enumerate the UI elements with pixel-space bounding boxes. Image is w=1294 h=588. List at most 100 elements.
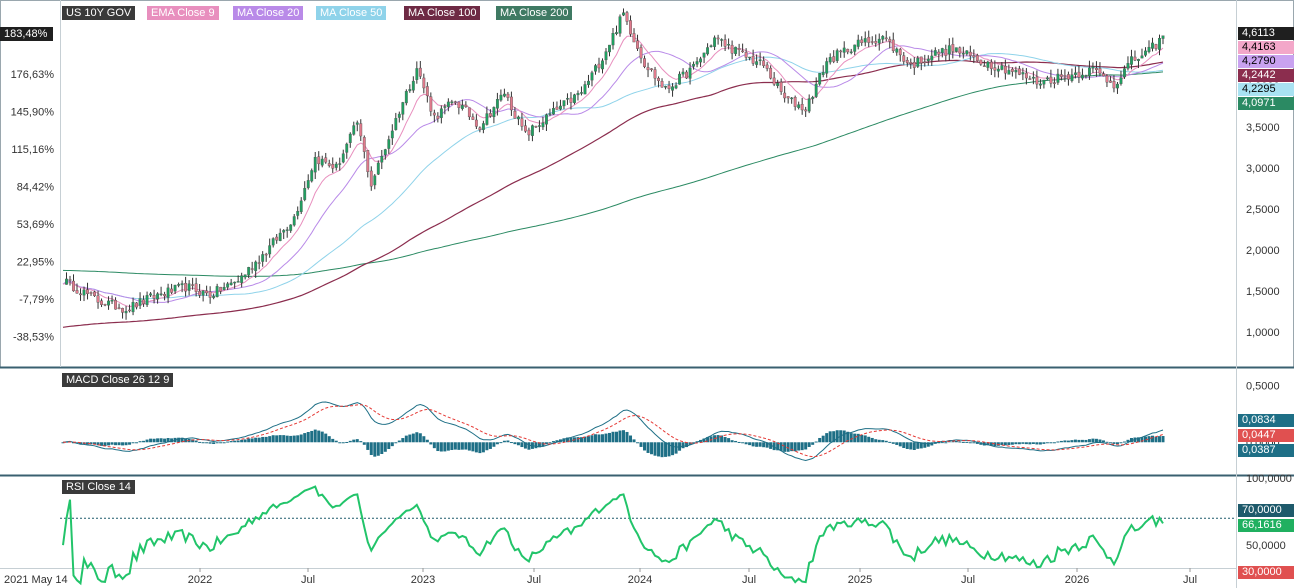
- price-axis-label: 3,5000: [1246, 122, 1280, 134]
- candle: [632, 33, 636, 43]
- candle: [366, 150, 370, 172]
- candle: [842, 47, 846, 53]
- candle: [625, 12, 629, 22]
- candle: [271, 238, 275, 246]
- macd-histogram-bar: [860, 434, 864, 443]
- candle: [75, 290, 79, 294]
- rsi-plot[interactable]: [60, 485, 1236, 586]
- macd-histogram-bar: [951, 441, 955, 443]
- time-axis-label: Jul: [301, 574, 315, 586]
- legend-ma50[interactable]: MA Close 50: [316, 6, 387, 20]
- legend-ma200[interactable]: MA Close 200: [496, 6, 573, 20]
- candle: [996, 68, 1000, 72]
- legend-ma20[interactable]: MA Close 20: [233, 6, 304, 20]
- candle: [471, 116, 475, 120]
- macd-histogram-bar: [467, 442, 471, 451]
- macd-histogram-bar: [821, 435, 825, 443]
- candle: [916, 57, 920, 67]
- candle: [495, 99, 499, 109]
- macd-histogram-bar: [191, 439, 195, 443]
- candle: [229, 282, 233, 286]
- ma200-tag: 4,0971: [1238, 97, 1294, 110]
- legend-ema9[interactable]: EMA Close 9: [147, 6, 219, 20]
- rsi-axis-label: 50,0000: [1246, 540, 1286, 552]
- macd-histogram-bar: [926, 442, 930, 447]
- candle: [317, 156, 321, 165]
- candle: [103, 303, 107, 306]
- candle: [114, 300, 117, 310]
- candle: [909, 62, 913, 64]
- candle: [594, 65, 597, 72]
- macd-histogram-bar: [180, 437, 184, 443]
- candle: [348, 133, 352, 143]
- macd-histogram-bar: [516, 442, 520, 446]
- macd-histogram-bar: [264, 436, 268, 443]
- legend-rsi[interactable]: RSI Close 14: [62, 480, 135, 494]
- macd-histogram-bar: [604, 433, 608, 443]
- macd-histogram-bar: [215, 442, 219, 444]
- percent-axis-label: 84,42%: [17, 182, 55, 194]
- legend-symbol[interactable]: US 10Y GOV: [62, 6, 136, 20]
- macd-histogram-bar: [254, 437, 258, 443]
- candle: [198, 291, 202, 296]
- candle: [1010, 69, 1014, 72]
- candle: [187, 283, 191, 291]
- candles[interactable]: [65, 8, 1165, 320]
- macd-histogram-bar: [96, 442, 100, 446]
- macd-histogram-bar: [895, 442, 899, 445]
- macd-histogram-bar: [149, 438, 153, 443]
- candle: [940, 48, 944, 54]
- macd-histogram-bar: [629, 435, 633, 443]
- candle: [289, 224, 293, 231]
- legend-macd[interactable]: MACD Close 26 12 9: [62, 373, 174, 387]
- candle: [100, 300, 103, 305]
- candle: [205, 290, 209, 294]
- candle: [208, 291, 212, 298]
- macd-histogram-bar: [429, 442, 433, 445]
- macd-histogram-bar: [324, 433, 328, 443]
- candle: [201, 290, 205, 296]
- candle: [664, 86, 667, 88]
- candle: [629, 20, 632, 35]
- candle: [79, 293, 82, 296]
- candle: [1059, 74, 1063, 77]
- candle: [618, 16, 622, 34]
- macd-histogram-bar: [600, 434, 604, 443]
- candle: [467, 107, 471, 118]
- price-axis-label: 1,5000: [1246, 286, 1280, 298]
- candle: [993, 67, 997, 71]
- candle: [954, 47, 958, 52]
- macd-histogram-bar: [128, 442, 132, 445]
- percent-axis-label: 176,63%: [11, 69, 55, 81]
- candle: [261, 254, 265, 262]
- candle: [902, 55, 906, 62]
- candle: [215, 286, 219, 298]
- candle: [608, 44, 611, 53]
- macd-histogram-bar: [464, 442, 468, 450]
- macd-histogram-bar: [1045, 442, 1049, 444]
- candle: [292, 216, 296, 226]
- macd-histogram-bar: [772, 442, 776, 451]
- macd-histogram-bar: [383, 442, 387, 452]
- macd-histogram-bar: [296, 435, 300, 443]
- candle: [481, 123, 485, 130]
- macd-histogram-bar: [685, 442, 689, 448]
- macd-plot[interactable]: [61, 401, 1165, 462]
- candle: [779, 81, 783, 92]
- candle: [811, 97, 815, 100]
- candle: [604, 51, 608, 61]
- macd-histogram-bar: [664, 442, 668, 457]
- candle: [846, 48, 850, 53]
- candle: [576, 92, 580, 96]
- macd-histogram-bar: [499, 442, 503, 444]
- macd-histogram-bar: [110, 442, 114, 445]
- macd-histogram-bar: [219, 442, 223, 444]
- candle: [180, 283, 184, 286]
- macd-histogram-bar: [793, 442, 797, 452]
- macd-histogram-bar: [1108, 442, 1112, 444]
- legend-ma100[interactable]: MA Close 100: [404, 6, 481, 20]
- candle: [699, 58, 703, 63]
- candle: [376, 162, 380, 175]
- macd-histogram-bar: [306, 432, 310, 443]
